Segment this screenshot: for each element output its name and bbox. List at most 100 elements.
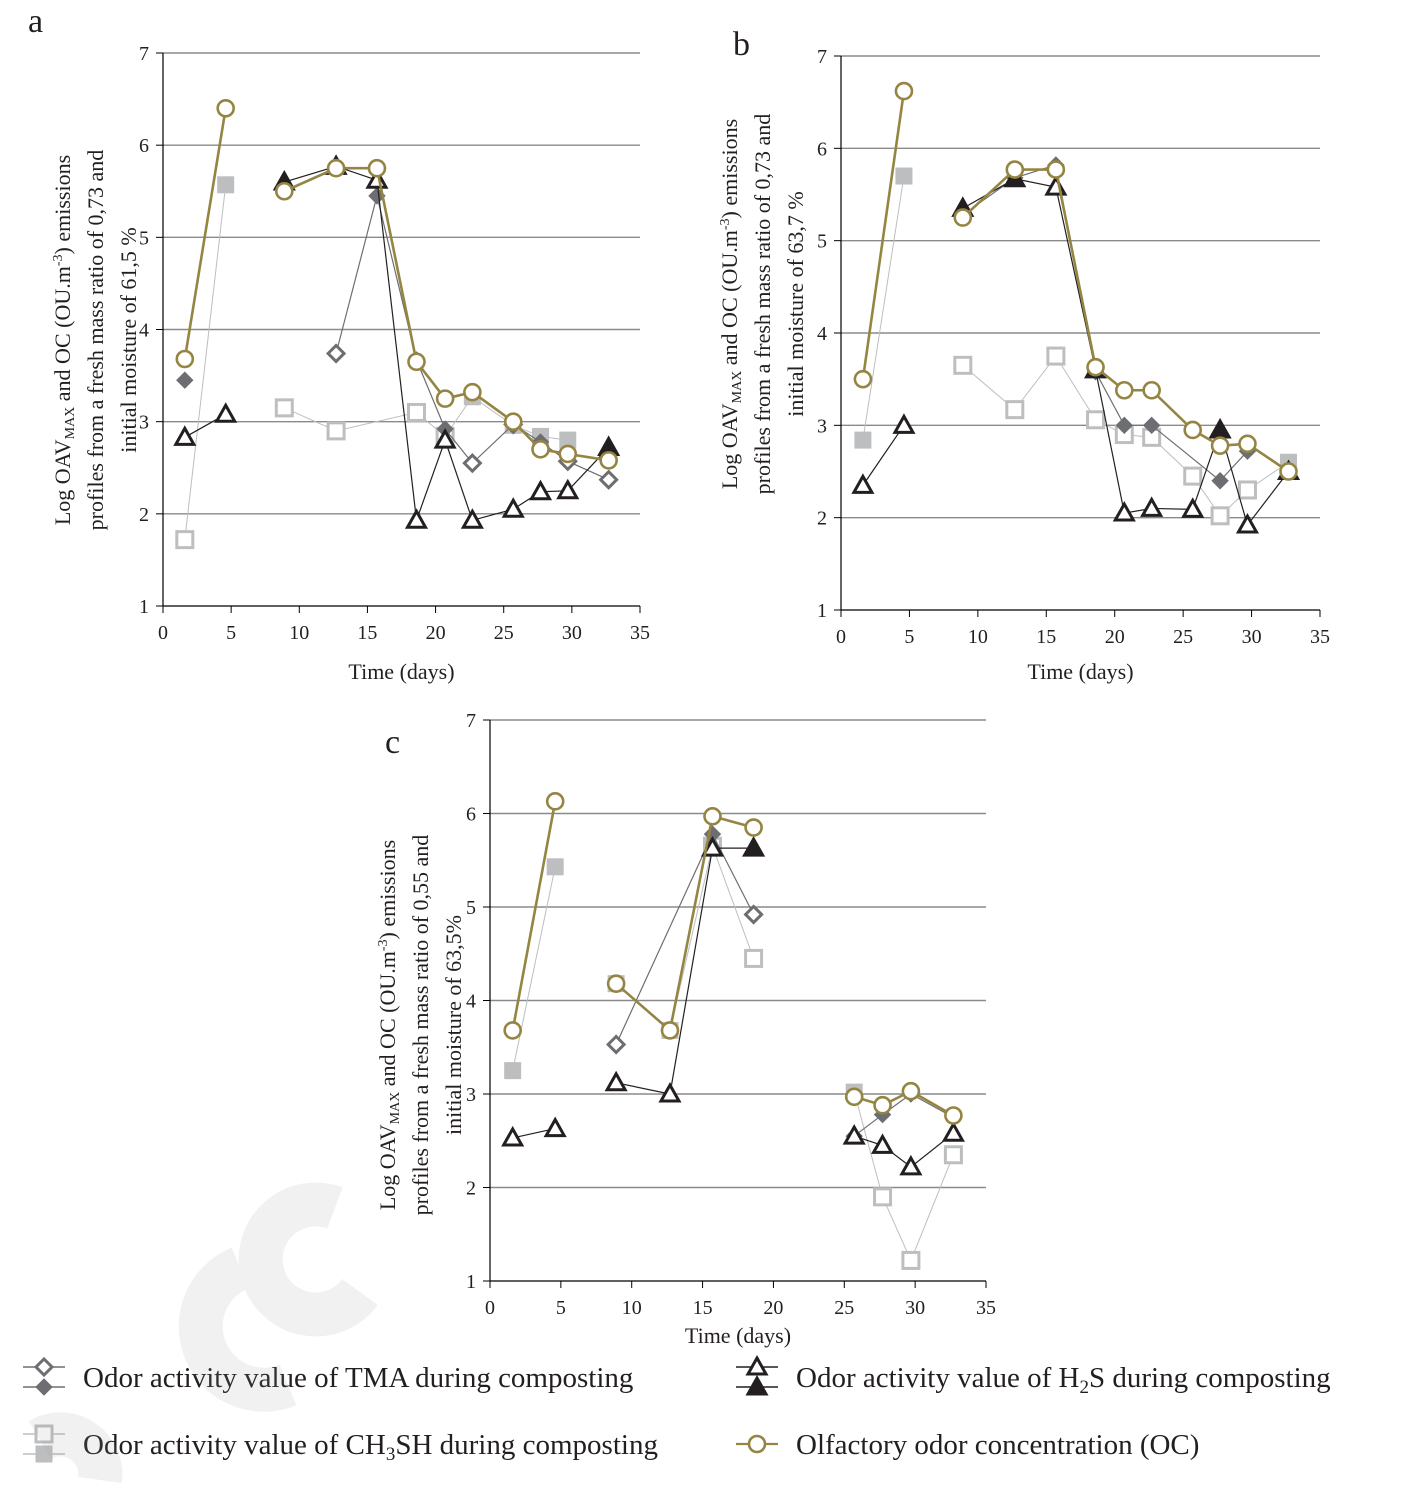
point-h2s <box>460 508 484 529</box>
line-oc <box>615 814 754 1033</box>
chart-panel-c: 1 2 3 4 5 6 7 0 5 10 15 20 25 30 35 Time (days) Log OAVM… <box>375 710 996 1348</box>
point-tma <box>325 343 347 364</box>
point-oc <box>216 99 235 118</box>
point-oc <box>503 412 523 431</box>
series-ch3sh <box>504 836 963 1270</box>
legend-label: Odor activity value of TMA during compos… <box>83 1362 633 1394</box>
y-tick-label: 1 <box>466 1271 476 1293</box>
point-tma <box>1115 416 1134 435</box>
point-ch3sh <box>1086 410 1106 430</box>
series-tma <box>176 187 619 490</box>
y-axis-label-line-2: profiles from a fresh mass ratio of 0,73… <box>750 114 775 495</box>
x-tick-label: 10 <box>968 626 988 648</box>
y-label-superscript: -3 <box>718 218 733 230</box>
x-tick-label: 5 <box>904 626 914 648</box>
legend-swatch-open <box>34 1424 54 1444</box>
point-oc <box>873 1095 892 1115</box>
x-tick-label: 0 <box>158 622 168 644</box>
y-axis-label: Log OAVMAX and OC (OU.m-3) emissions prof… <box>375 835 466 1216</box>
legend-item-ch3sh: Odor activity value of CH3SH during comp… <box>23 1424 658 1465</box>
point-oc <box>545 792 565 811</box>
line-tma <box>962 164 1248 482</box>
point-ch3sh <box>873 1187 893 1207</box>
legend-label: Odor activity value of CH3SH during comp… <box>83 1429 658 1465</box>
x-tick-label: 10 <box>622 1297 642 1319</box>
point-ch3sh <box>274 398 294 418</box>
point-h2s <box>1181 497 1205 518</box>
point-h2s <box>501 1125 525 1147</box>
point-ch3sh <box>943 1145 963 1165</box>
point-tma <box>1211 472 1229 490</box>
y-tick-label: 7 <box>139 43 149 65</box>
x-axis-label: Time (days) <box>685 1323 791 1348</box>
chart-panel-a: 1 2 3 4 5 6 7 0 5 10 15 20 25 30 35 Time (days) Log OAVM… <box>50 43 650 684</box>
point-oc <box>944 1106 963 1125</box>
series-oc <box>853 81 1298 481</box>
panel-letter-a: a <box>28 3 43 40</box>
point-oc <box>1114 380 1134 400</box>
point-h2s <box>404 508 429 529</box>
x-tick-label: 20 <box>426 622 446 644</box>
line-oc <box>853 1089 955 1117</box>
point-oc <box>435 389 455 408</box>
point-h2s <box>501 497 525 518</box>
line-oc <box>511 801 557 1031</box>
point-ch3sh <box>744 948 764 968</box>
x-tick-label: 35 <box>630 622 650 644</box>
point-oc <box>407 352 426 372</box>
point-oc <box>953 208 973 227</box>
point-oc <box>1210 436 1230 455</box>
line-oc <box>183 108 227 360</box>
point-h2s <box>870 1133 895 1154</box>
legend-label-part: Odor activity value of H <box>796 1362 1080 1394</box>
legend-label-subscript: 2 <box>1079 1377 1089 1398</box>
x-tick-label: 25 <box>494 622 514 644</box>
series-h2s <box>851 166 1301 534</box>
point-oc <box>660 1021 680 1040</box>
point-ch3sh <box>1046 346 1066 366</box>
line-oc <box>283 166 609 462</box>
panel-letter-b: b <box>733 26 750 63</box>
y-tick-label: 5 <box>817 231 827 253</box>
series-oc <box>175 99 618 470</box>
legend-swatch-filled <box>35 1378 53 1396</box>
y-axis-label-line-1: Log OAVMAX and OC (OU.m-3) emissions <box>50 155 78 525</box>
x-tick-label: 25 <box>1173 626 1193 648</box>
y-axis-label-line-3: initial moisture of 61,5 % <box>116 227 141 452</box>
line-tma <box>615 832 755 1045</box>
point-tma <box>176 371 194 389</box>
y-tick-label: 3 <box>817 415 827 437</box>
point-oc <box>274 181 294 201</box>
point-oc <box>894 81 914 101</box>
point-h2s <box>892 413 916 434</box>
legend-swatch-filled <box>35 1445 53 1463</box>
legend-swatch-circle <box>747 1434 767 1454</box>
y-tick-label: 4 <box>817 323 827 345</box>
y-label-part: Log OAV <box>375 1124 400 1210</box>
y-label-superscript: -3 <box>376 939 391 951</box>
point-oc <box>175 349 195 369</box>
point-h2s <box>214 402 238 423</box>
y-axis-label: Log OAVMAX and OC (OU.m-3) emissions prof… <box>717 114 808 495</box>
point-h2s <box>658 1081 682 1103</box>
line-h2s <box>962 178 1289 527</box>
point-h2s <box>1112 500 1136 522</box>
x-tick-label: 30 <box>1242 626 1262 648</box>
point-oc <box>606 974 626 993</box>
point-oc <box>853 369 873 389</box>
point-oc <box>531 440 550 459</box>
y-label-part: and OC (OU.m <box>50 266 75 407</box>
point-ch3sh <box>175 530 195 550</box>
point-h2s <box>365 168 389 189</box>
legend-item-h2s: Odor activity value of H2S during compos… <box>736 1354 1331 1398</box>
point-ch3sh <box>1210 506 1230 526</box>
y-tick-label: 3 <box>466 1084 476 1106</box>
legend-item-tma: Odor activity value of TMA during compos… <box>23 1356 633 1396</box>
point-ch3sh <box>546 858 564 876</box>
point-h2s <box>604 1070 628 1092</box>
x-axis-label: Time (days) <box>348 659 454 684</box>
point-oc <box>844 1087 864 1107</box>
line-ch3sh <box>962 355 1289 517</box>
y-axis-label-line-1: Log OAVMAX and OC (OU.m-3) emissions <box>375 840 403 1210</box>
